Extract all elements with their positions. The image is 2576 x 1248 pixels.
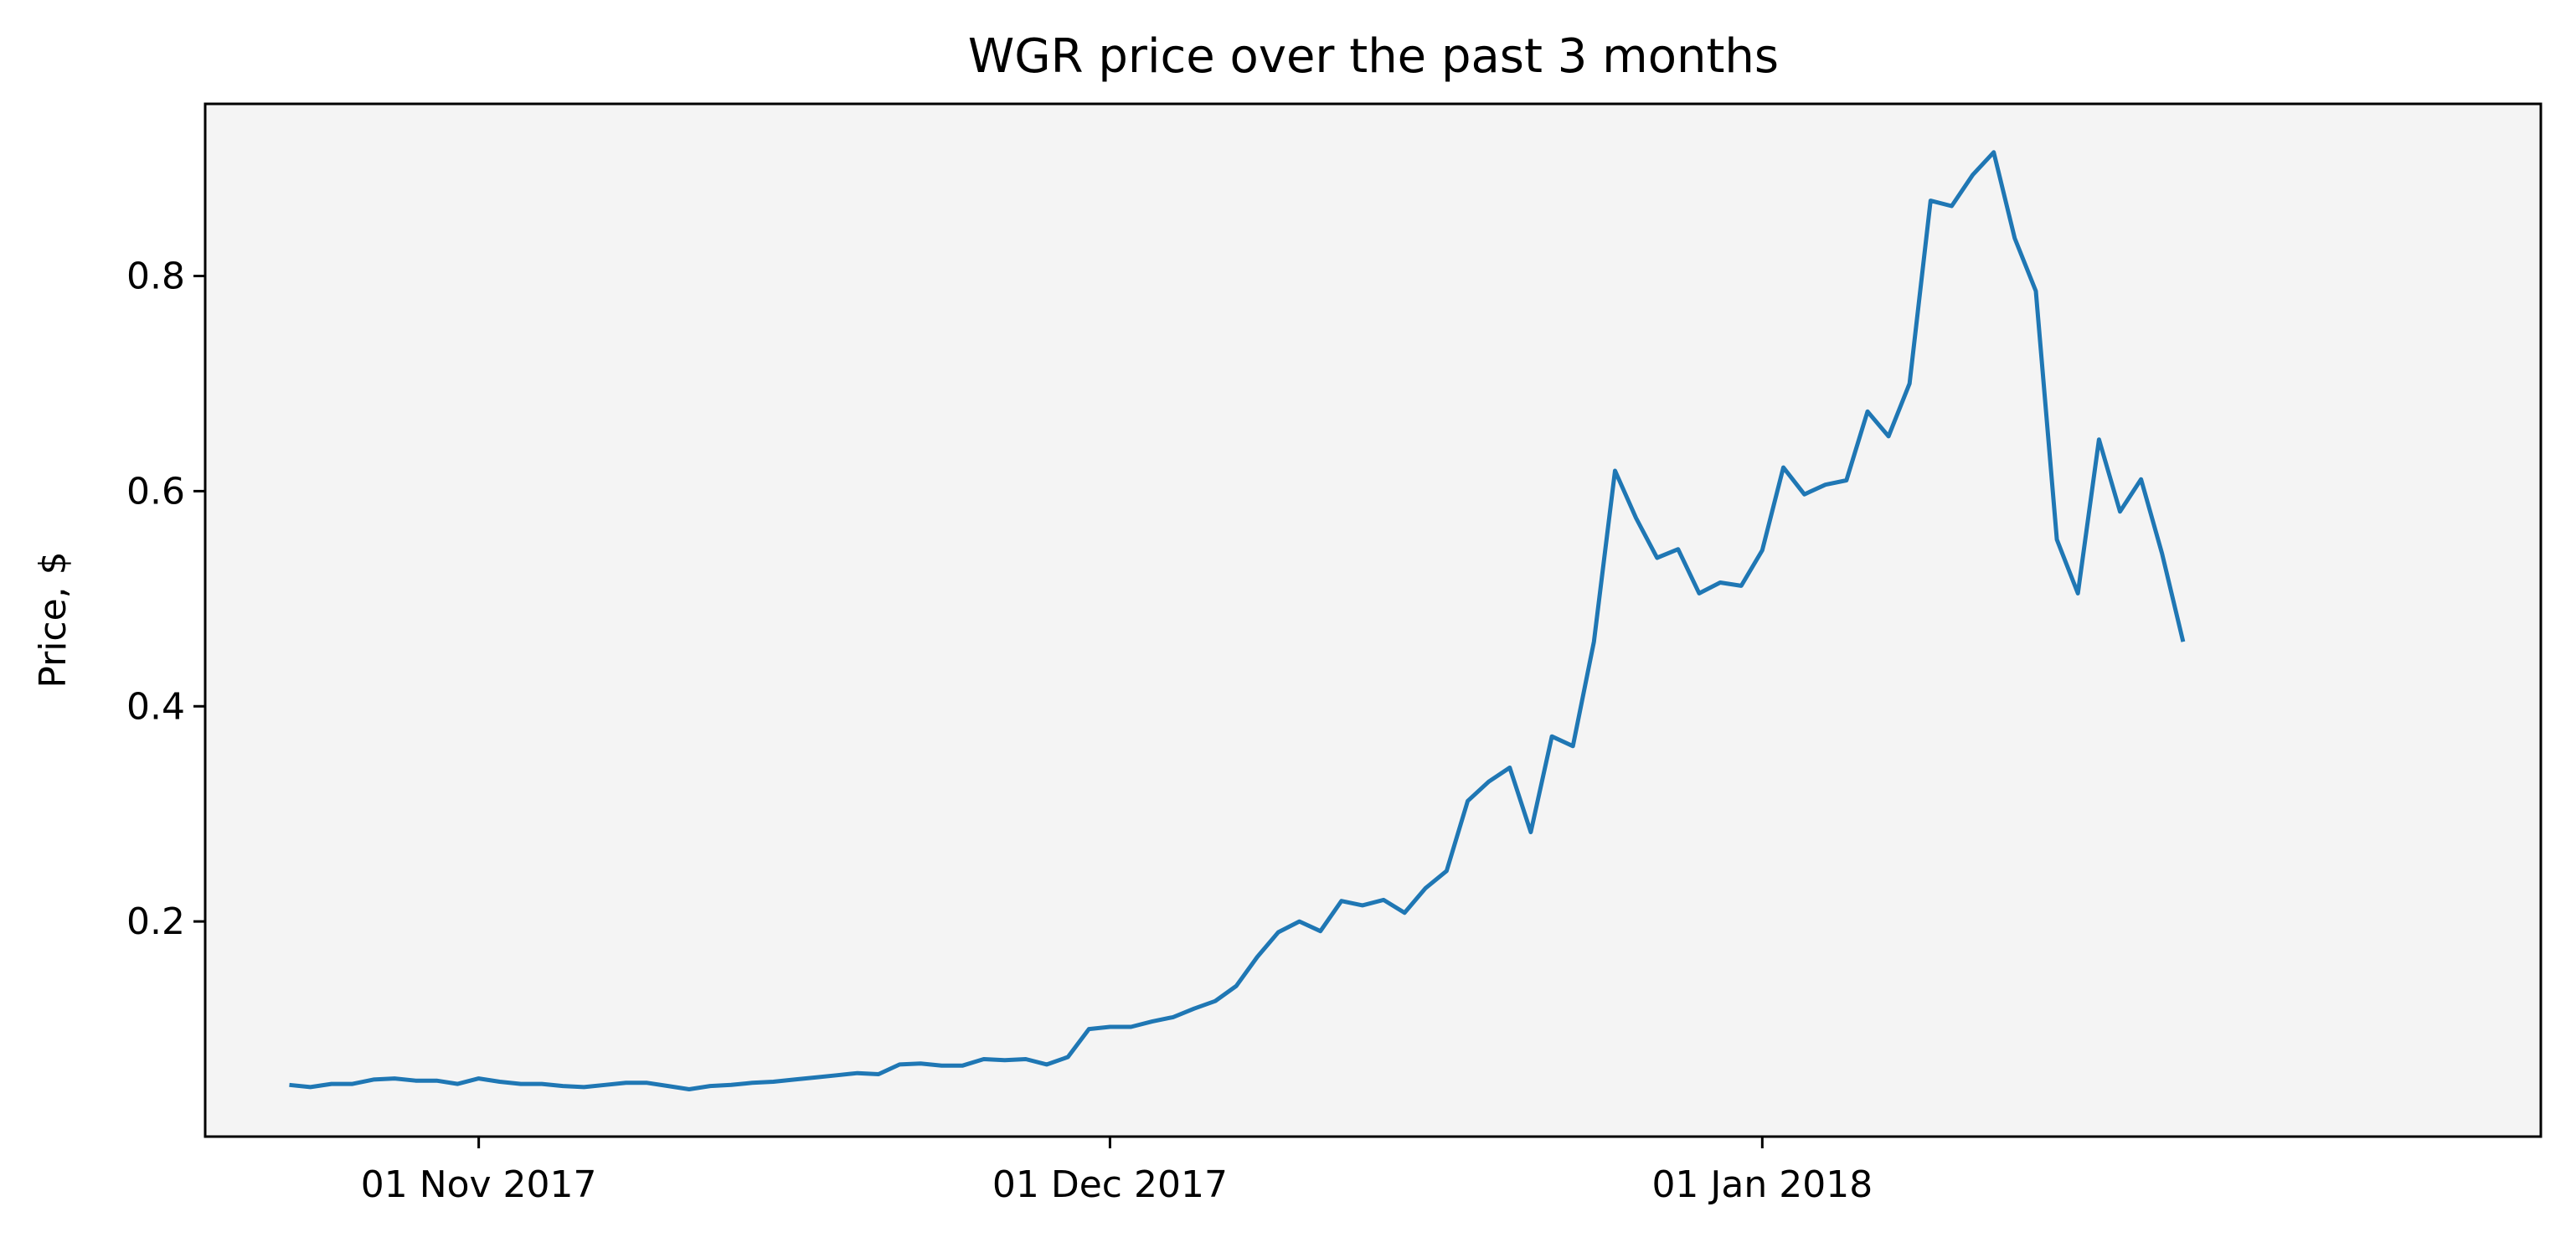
y-tick-label: 0.4: [126, 685, 185, 728]
y-axis-label: Price, $: [32, 551, 75, 688]
x-tick-label: 01 Dec 2017: [992, 1163, 1228, 1206]
plot-frame: [204, 102, 2543, 1138]
plot-area: [205, 104, 2541, 1137]
x-tick-label: 01 Nov 2017: [361, 1163, 597, 1206]
price-line: [289, 150, 2186, 1091]
y-axis: 0.2 0.4 0.6 0.8: [126, 255, 205, 943]
x-tick-label: 01 Jan 2018: [1651, 1163, 1873, 1206]
y-tick-label: 0.6: [126, 470, 185, 513]
y-tick-label: 0.2: [126, 900, 185, 943]
x-axis: 01 Nov 2017 01 Dec 2017 01 Jan 2018: [361, 1137, 1873, 1206]
chart-title: WGR price over the past 3 months: [968, 29, 1779, 84]
y-tick-label: 0.8: [126, 255, 185, 298]
